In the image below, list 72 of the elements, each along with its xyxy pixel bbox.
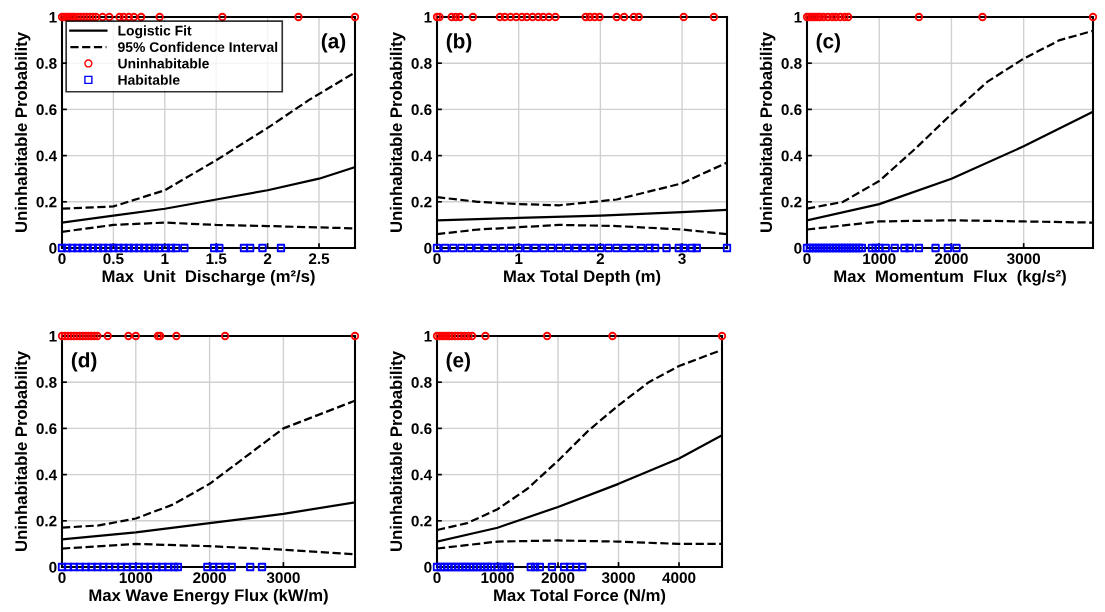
y-tick-label: 0.6: [36, 104, 57, 116]
y-tick-label: 0.4: [36, 150, 58, 162]
x-tick-label: 2.5: [308, 253, 330, 265]
x-tick-label: 0: [58, 253, 66, 265]
y-tick-label: 0.6: [781, 104, 802, 116]
x-tick-label: 3000: [1007, 253, 1041, 265]
y-tick-label: 1: [794, 12, 802, 23]
y-tick-label: 0.6: [411, 104, 432, 116]
x-tick-label: 3: [678, 253, 686, 265]
y-tick-label: 1: [49, 331, 57, 342]
x-tick-label: 0: [803, 253, 811, 265]
x-axis-title: Max Momentum Flux (kg/s²): [834, 269, 1066, 286]
legend-label: Logistic Fit: [118, 25, 192, 39]
y-axis-title: Uninhabitable Probability: [389, 32, 406, 232]
y-tick-label: 0.8: [36, 58, 57, 69]
x-tick-label: 1000: [119, 572, 153, 584]
x-axis-title: Max Total Force (N/m): [494, 588, 666, 605]
x-tick-label: 2: [596, 253, 605, 264]
annotation: (b): [446, 33, 472, 53]
x-tick-label: 0: [433, 572, 441, 584]
x-tick-label: 0.5: [103, 253, 124, 265]
x-tick-label: 2000: [193, 572, 226, 584]
x-tick-label: 1000: [863, 253, 896, 265]
y-tick-label: 0.8: [36, 377, 57, 388]
y-axis-title: Uninhabitable Probability: [389, 351, 406, 551]
y-tick-label: 1: [424, 331, 432, 342]
x-tick-label: 1: [161, 253, 169, 264]
x-tick-label: 2: [263, 253, 272, 264]
y-tick-label: 0.8: [411, 58, 432, 69]
y-tick-label: 0.4: [781, 150, 803, 162]
y-axis-title: Uninhabitable Probability: [14, 351, 31, 551]
x-tick-label: 2000: [934, 253, 968, 265]
annotation: (c): [816, 33, 841, 53]
x-axis-title: Max Unit Discharge (m²/s): [102, 269, 315, 286]
x-tick-label: 1000: [481, 572, 514, 584]
y-tick-label: 0.6: [36, 423, 57, 435]
y-tick-label: 0.4: [411, 469, 433, 481]
y-tick-label: 0.8: [411, 377, 432, 388]
legend-label: Uninhabitable: [118, 58, 209, 69]
y-axis-title: Uninhabitable Probability: [759, 32, 776, 232]
y-tick-label: 0.2: [781, 196, 802, 208]
x-axis-title: Max Total Depth (m): [504, 269, 661, 286]
x-tick-label: 0: [58, 572, 66, 584]
y-tick-label: 0.8: [781, 58, 802, 69]
legend-label: Habitable: [118, 74, 180, 85]
y-tick-label: 0: [424, 242, 432, 254]
y-tick-label: 1: [424, 12, 432, 23]
y-tick-label: 0.2: [411, 196, 432, 208]
y-tick-label: 0: [49, 242, 57, 254]
y-tick-label: 0: [424, 561, 432, 573]
x-tick-label: 0: [433, 253, 441, 265]
x-tick-label: 3000: [601, 572, 635, 584]
y-tick-label: 0: [794, 242, 802, 254]
y-tick-label: 0: [49, 561, 57, 573]
y-tick-label: 1: [49, 12, 57, 23]
x-tick-label: 3000: [266, 572, 300, 584]
y-tick-label: 0.2: [36, 515, 57, 527]
y-tick-label: 0.2: [411, 515, 432, 527]
annotation: (a): [321, 33, 346, 53]
y-axis-title: Uninhabitable Probability: [14, 32, 31, 232]
y-tick-label: 0.4: [36, 469, 58, 481]
x-axis-title: Max Wave Energy Flux (kW/m): [89, 588, 328, 605]
x-tick-label: 4000: [662, 572, 696, 584]
annotation: (d): [71, 352, 97, 372]
x-tick-label: 2000: [541, 572, 575, 584]
x-tick-label: 1.5: [206, 253, 227, 265]
y-tick-label: 0.4: [411, 150, 433, 162]
y-tick-label: 0.2: [36, 196, 57, 208]
annotation: (e): [446, 352, 470, 372]
legend-label: 95% Confidence Interval: [118, 41, 278, 53]
y-tick-label: 0.6: [411, 423, 432, 435]
x-tick-label: 1: [515, 253, 523, 264]
